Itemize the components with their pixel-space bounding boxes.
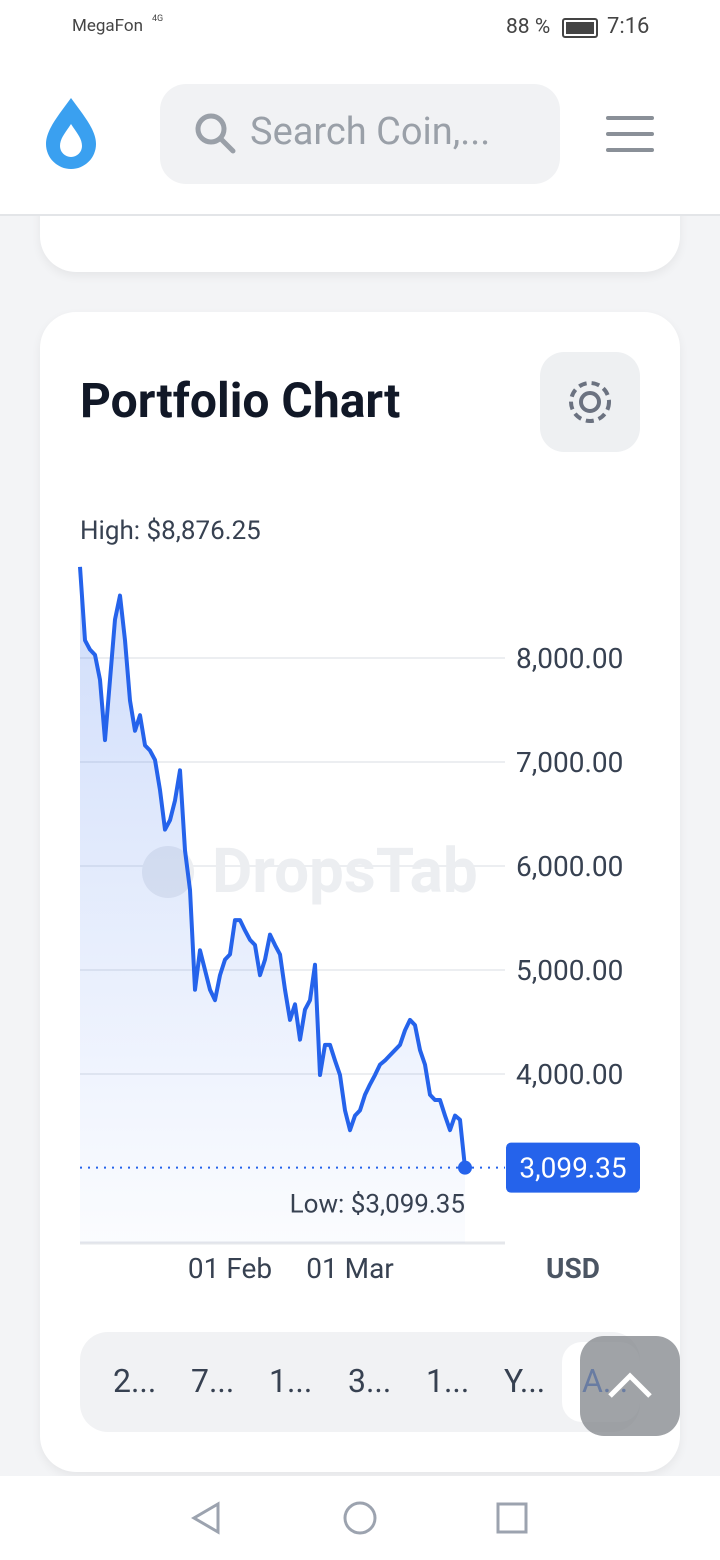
search-placeholder: Search Coin,...: [250, 110, 491, 154]
range-button[interactable]: 1...: [269, 1362, 313, 1400]
header: MegaFon 4G 88 % 7:16 Search Coin,...: [0, 0, 720, 216]
logo[interactable]: [44, 96, 98, 172]
range-button[interactable]: Y...: [504, 1362, 546, 1400]
carrier: MegaFon: [72, 16, 143, 36]
search-box[interactable]: Search Coin,...: [160, 84, 560, 184]
search-icon: [195, 113, 236, 154]
battery-icon: [562, 18, 598, 38]
range-button[interactable]: 2...: [113, 1362, 157, 1400]
range-button[interactable]: 1...: [426, 1362, 470, 1400]
nav-icons: [191, 1501, 528, 1535]
chart-card: Portfolio Chart 2... 7... 1... 3... 1... Y...…: [40, 312, 680, 1472]
chevron-up: [608, 1372, 652, 1398]
range-button[interactable]: 3...: [348, 1362, 392, 1400]
card-title: Portfolio Chart: [80, 372, 401, 429]
gear-icon: [569, 381, 611, 423]
scroll-top-button[interactable]: [580, 1336, 680, 1436]
settings-button[interactable]: [540, 352, 640, 452]
battery: 88 %: [506, 15, 551, 39]
nav-bar: [0, 1476, 720, 1560]
back-button[interactable]: [191, 1501, 220, 1535]
range-button[interactable]: 7...: [191, 1362, 235, 1400]
network: 4G: [152, 14, 164, 24]
menu-button[interactable]: [606, 114, 654, 154]
range-bar: 2...7...1...3...1...Y...A...: [80, 1332, 640, 1432]
time: 7:16: [607, 14, 650, 39]
recents-button[interactable]: [496, 1502, 528, 1534]
home-button[interactable]: [343, 1501, 377, 1535]
